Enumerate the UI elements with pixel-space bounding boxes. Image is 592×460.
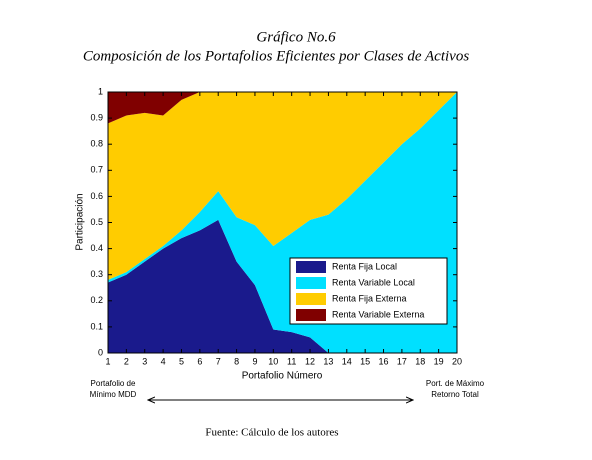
legend-label: Renta Fija Externa bbox=[332, 293, 407, 303]
x-tick-label: 3 bbox=[142, 356, 147, 366]
y-tick-label: 0.1 bbox=[90, 321, 103, 331]
legend-label: Renta Fija Local bbox=[332, 261, 397, 271]
legend-label: Renta Variable Externa bbox=[332, 309, 424, 319]
area bbox=[108, 92, 457, 280]
y-tick-label: 0.7 bbox=[90, 165, 103, 175]
x-tick-label: 11 bbox=[287, 356, 296, 366]
y-tick-label: 0.6 bbox=[90, 191, 103, 201]
x-tick-label: 18 bbox=[415, 356, 425, 366]
area bbox=[108, 219, 457, 353]
legend-label: Renta Variable Local bbox=[332, 277, 415, 287]
source-note: Fuente: Cálculo de los autores bbox=[205, 427, 338, 439]
area bbox=[108, 92, 457, 124]
y-tick-label: 0 bbox=[98, 347, 103, 357]
chart-subtitle: Composición de los Portafolios Eficiente… bbox=[83, 48, 470, 64]
x-tick-label: 15 bbox=[360, 356, 370, 366]
legend-swatch bbox=[296, 277, 326, 289]
x-tick-label: 12 bbox=[305, 356, 315, 366]
y-tick-label: 0.4 bbox=[90, 243, 103, 253]
x-tick-label: 4 bbox=[161, 356, 166, 366]
y-tick-label: 0.3 bbox=[90, 269, 103, 279]
x-tick-label: 14 bbox=[342, 356, 352, 366]
legend-swatch bbox=[296, 309, 326, 321]
x-tick-label: 10 bbox=[268, 356, 278, 366]
x-tick-label: 2 bbox=[124, 356, 129, 366]
y-tick-label: 0.5 bbox=[90, 217, 103, 227]
legend-swatch bbox=[296, 261, 326, 273]
x-tick-label: 7 bbox=[216, 356, 221, 366]
annotation: Retorno Total bbox=[431, 390, 479, 399]
legend-swatch bbox=[296, 293, 326, 305]
y-tick-label: 0.2 bbox=[90, 295, 103, 305]
chart-title: Gráfico No.6 bbox=[256, 29, 336, 45]
x-tick-label: 5 bbox=[179, 356, 184, 366]
x-tick-label: 8 bbox=[234, 356, 239, 366]
x-tick-label: 1 bbox=[105, 356, 110, 366]
annotation: Portafolio de bbox=[91, 379, 136, 388]
annotation: Port. de Máximo bbox=[426, 379, 485, 388]
y-axis-label: Participación bbox=[75, 193, 86, 250]
x-tick-label: 13 bbox=[323, 356, 333, 366]
x-tick-label: 17 bbox=[397, 356, 407, 366]
annotation: Mínimo MDD bbox=[90, 390, 137, 399]
x-tick-label: 9 bbox=[252, 356, 257, 366]
x-tick-label: 20 bbox=[452, 356, 462, 366]
y-tick-label: 0.8 bbox=[90, 139, 103, 149]
y-tick-label: 1 bbox=[98, 86, 103, 96]
x-tick-label: 6 bbox=[197, 356, 202, 366]
x-axis-label: Portafolio Número bbox=[242, 371, 323, 382]
x-tick-label: 16 bbox=[379, 356, 389, 366]
x-tick-label: 19 bbox=[434, 356, 444, 366]
y-tick-label: 0.9 bbox=[90, 112, 103, 122]
